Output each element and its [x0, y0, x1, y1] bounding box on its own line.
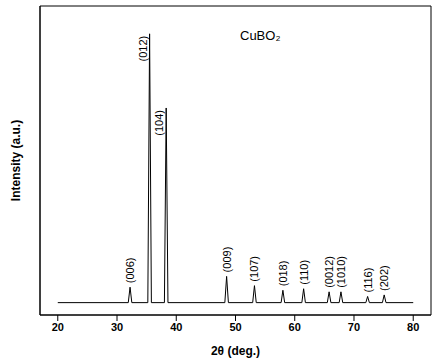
html-text:CuBO₂: CuBO₂	[240, 28, 281, 43]
svg-text:20: 20	[52, 321, 64, 333]
svg-text:60: 60	[289, 321, 301, 333]
svg-text:Intensity (a.u.): Intensity (a.u.)	[9, 120, 23, 201]
svg-text:(006): (006)	[124, 258, 136, 284]
svg-text:40: 40	[170, 321, 182, 333]
svg-text:(0012): (0012)	[323, 256, 335, 288]
svg-text:2θ (deg.): 2θ (deg.)	[211, 344, 260, 358]
svg-text:(202): (202)	[378, 265, 390, 291]
svg-text:30: 30	[111, 321, 123, 333]
svg-text:(1010): (1010)	[335, 256, 347, 288]
svg-text:70: 70	[348, 321, 360, 333]
svg-text:(107): (107)	[248, 256, 260, 282]
svg-text:(009): (009)	[221, 247, 233, 273]
svg-text:(018): (018)	[277, 261, 289, 287]
svg-text:80: 80	[407, 321, 419, 333]
svg-text:(104): (104)	[153, 110, 165, 136]
svg-text:(110): (110)	[298, 260, 310, 285]
svg-text:(012): (012)	[137, 36, 149, 62]
svg-text:50: 50	[229, 321, 241, 333]
svg-text:(116): (116)	[362, 268, 374, 293]
